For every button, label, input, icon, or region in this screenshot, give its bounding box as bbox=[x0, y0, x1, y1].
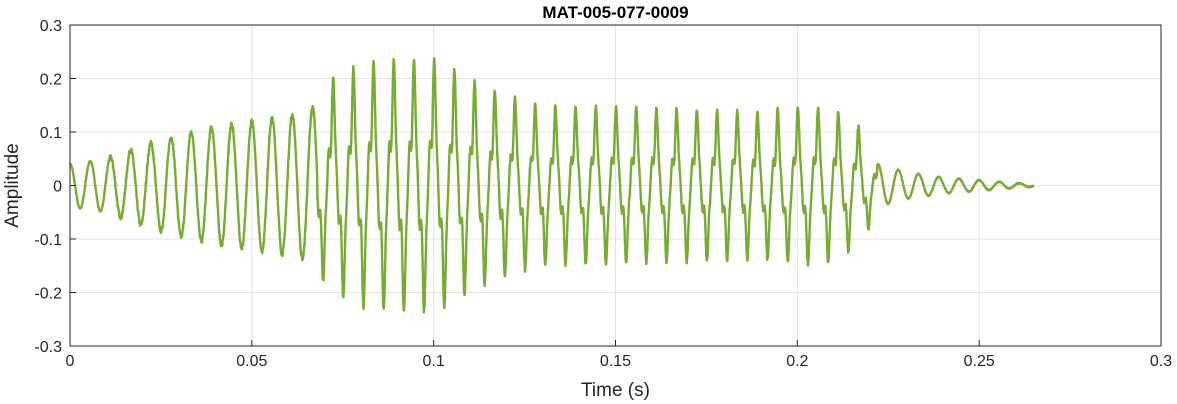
y-tick-label: 0.1 bbox=[40, 125, 62, 142]
y-axis-label: Amplitude bbox=[2, 143, 23, 228]
chart-title: MAT-005-077-0009 bbox=[542, 3, 688, 22]
x-tick-label: 0.1 bbox=[423, 353, 445, 370]
y-tick-label: 0.2 bbox=[40, 72, 62, 89]
y-tick-label: 0.3 bbox=[40, 18, 62, 35]
y-tick-label: -0.1 bbox=[34, 232, 62, 249]
y-axis: -0.3 -0.2 -0.1 0 0.1 0.2 0.3 bbox=[34, 18, 76, 356]
x-axis-label: Time (s) bbox=[581, 380, 650, 401]
x-tick-label: 0 bbox=[66, 353, 75, 370]
x-tick-label: 0.25 bbox=[964, 353, 995, 370]
y-tick-label: -0.2 bbox=[34, 286, 62, 303]
y-tick-label: 0 bbox=[53, 179, 62, 196]
series-layer bbox=[68, 57, 1035, 314]
x-axis: 0 0.05 0.1 0.15 0.2 0.25 0.3 bbox=[66, 340, 1172, 370]
x-tick-label: 0.3 bbox=[1150, 353, 1172, 370]
waveform-series-line bbox=[68, 57, 1035, 314]
x-tick-label: 0.05 bbox=[236, 353, 267, 370]
x-tick-label: 0.15 bbox=[600, 353, 631, 370]
x-tick-label: 0.2 bbox=[786, 353, 808, 370]
y-tick-label: -0.3 bbox=[34, 339, 62, 356]
